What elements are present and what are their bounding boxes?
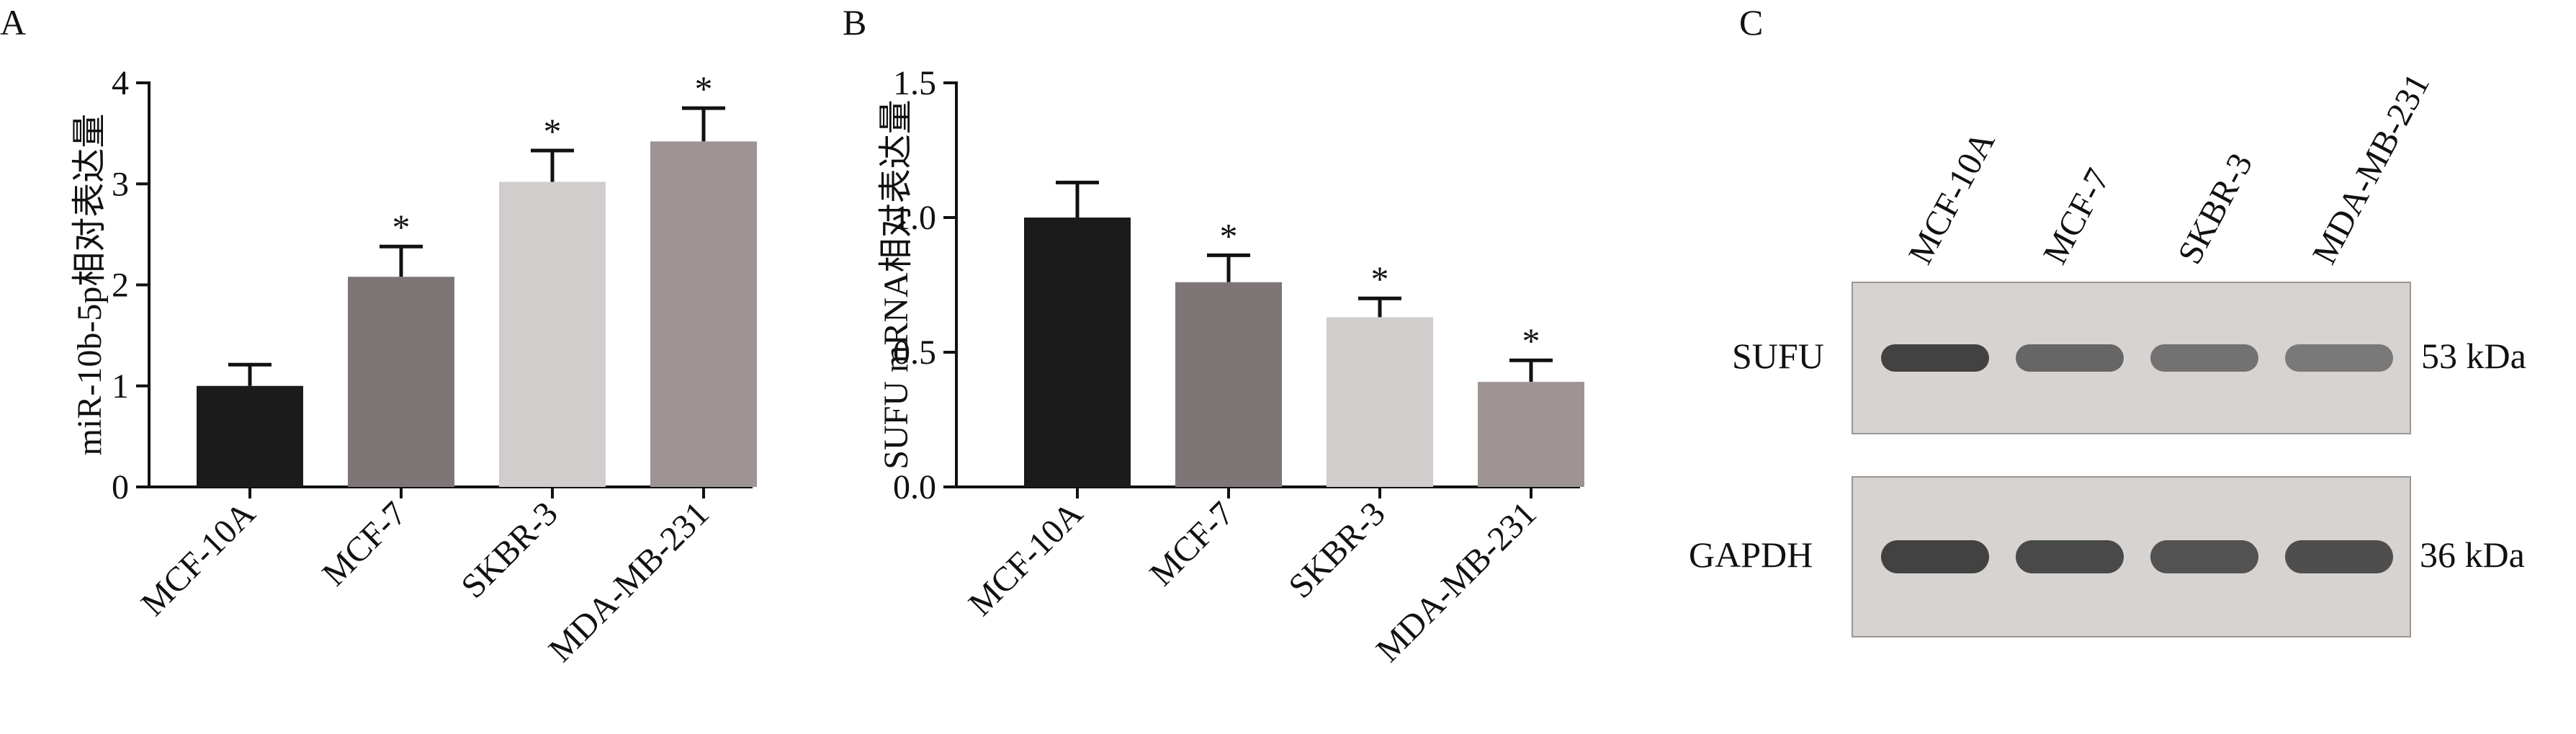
panel-b-letter: B <box>843 2 867 42</box>
panel-c-letter: C <box>1739 2 1764 42</box>
chart-a-bar <box>499 182 606 487</box>
chart-a-x-tick-label: SKBR-3 <box>454 494 565 605</box>
blot-lane-label: MCF-7 <box>2036 162 2117 270</box>
western-blot: MCF-10A MCF-7 SKBR-3 MDA-MB-231 <box>1852 68 2437 637</box>
chart-b-x-tick-label: MCF-10A <box>961 494 1090 623</box>
chart-a-x-tick-label: MDA-MB-231 <box>542 494 717 669</box>
chart-b-y-tick-label: 1.0 <box>893 199 936 237</box>
chart-b-x-tick-label: MDA-MB-231 <box>1369 494 1544 669</box>
blot-band <box>2016 540 2124 573</box>
chart-b-significance-star: * <box>1220 215 1238 256</box>
chart-b-y-tick-label: 1.5 <box>893 64 936 102</box>
chart-b-x-tick-label: MCF-7 <box>1142 494 1241 593</box>
blot-band <box>2150 344 2258 372</box>
chart-a-y-axis-label: miR-10b-5p相对表达量 <box>71 114 109 456</box>
chart-a-bar <box>650 141 757 487</box>
blot-row-label-sufu: SUFU <box>1732 336 1824 376</box>
chart-b-significance-star: * <box>1371 259 1389 299</box>
blot-band <box>1881 540 1989 573</box>
blot-lane-label: MCF-10A <box>1901 125 2003 270</box>
chart-a-bar <box>348 277 454 487</box>
blot-row-size-sufu: 53 kDa <box>2421 336 2526 376</box>
chart-b-y-axis-label: SUFU mRNA相对表达量 <box>877 99 915 469</box>
blot-band <box>2285 540 2393 573</box>
chart-b-y-tick-label: 0.0 <box>893 468 936 506</box>
blot-band <box>2285 344 2393 372</box>
chart-a-significance-star: * <box>695 68 713 109</box>
chart-a-y-tick-label: 2 <box>112 267 129 305</box>
panel-a-letter: A <box>0 2 27 42</box>
chart-a-x-tick-label: MCF-10A <box>134 494 263 623</box>
chart-b-significance-star: * <box>1522 321 1540 361</box>
chart-b-bar <box>1175 282 1282 487</box>
chart-a-y-tick-label: 4 <box>112 64 129 102</box>
blot-row-label-gapdh: GAPDH <box>1689 534 1813 575</box>
blot-lane-label: SKBR-3 <box>2171 147 2260 270</box>
blot-lane-label: MDA-MB-231 <box>2305 68 2437 271</box>
chart-a-significance-star: * <box>392 207 410 247</box>
blot-band <box>1881 344 1989 372</box>
chart-a-x-tick-label: MCF-7 <box>315 494 413 593</box>
chart-a-y-tick-label: 0 <box>112 468 129 506</box>
chart-b-bar <box>1478 382 1584 487</box>
chart-a-significance-star: * <box>544 111 562 151</box>
chart-b-y-tick-label: 0.5 <box>893 334 936 372</box>
blot-band <box>2150 540 2258 573</box>
chart-b-bar <box>1024 218 1131 487</box>
chart-b-bar <box>1327 317 1433 487</box>
chart-a-y-tick-label: 1 <box>112 367 129 406</box>
chart-a-y-tick-label: 3 <box>112 165 129 203</box>
chart-b-x-tick-label: SKBR-3 <box>1281 494 1392 605</box>
blot-band <box>2016 344 2124 372</box>
blot-row-size-gapdh: 36 kDa <box>2420 534 2525 575</box>
chart-a-bar <box>197 385 303 487</box>
